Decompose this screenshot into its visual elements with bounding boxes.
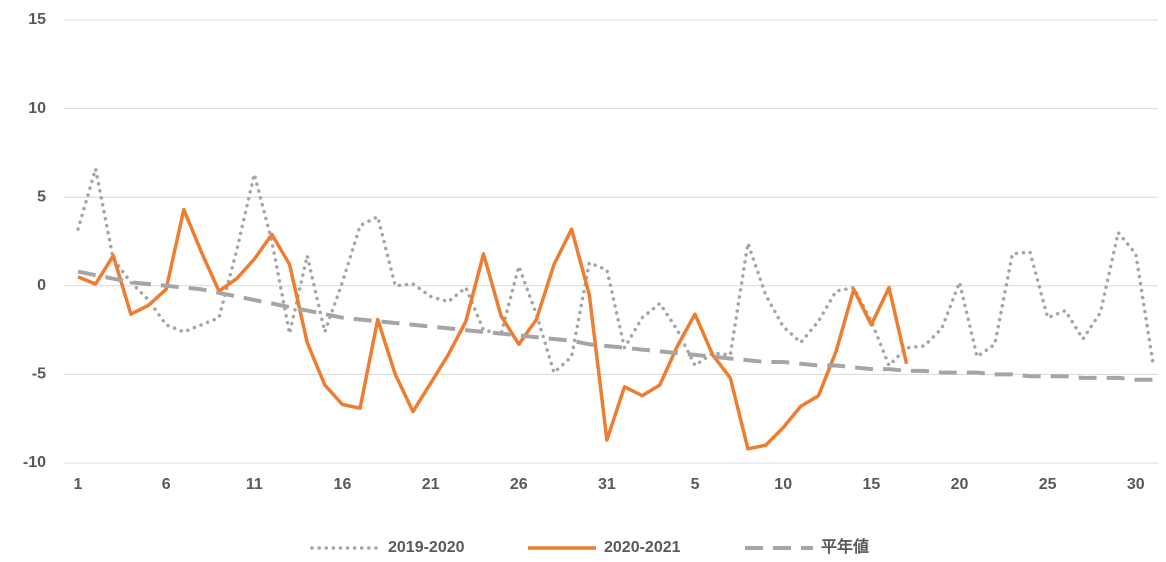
y-tick-label: 5 [37,188,46,205]
legend-label: 2020-2021 [604,539,681,556]
x-tick-label: 5 [691,476,700,493]
x-tick-label: 11 [246,476,263,493]
y-tick-label: 15 [28,11,46,28]
x-tick-label: 21 [422,476,440,493]
legend-label: 平年値 [821,537,869,556]
x-tick-label: 16 [334,476,352,493]
series-line [77,207,909,451]
x-tick-label: 30 [1127,476,1145,493]
series-line [77,269,1154,382]
x-tick-label: 15 [862,476,880,493]
y-tick-label: -10 [23,454,46,471]
x-tick-label: 31 [598,476,616,493]
x-tick-label: 1 [74,476,83,493]
x-tick-label: 10 [774,476,792,493]
x-tick-label: 20 [951,476,969,493]
legend-label: 2019-2020 [388,539,465,556]
series-line [76,168,1156,376]
x-tick-label: 25 [1039,476,1057,493]
y-tick-label: 10 [28,100,46,117]
x-tick-label: 26 [510,476,528,493]
y-tick-label: 0 [37,277,46,294]
y-tick-label: -5 [32,366,46,383]
x-tick-label: 6 [162,476,171,493]
